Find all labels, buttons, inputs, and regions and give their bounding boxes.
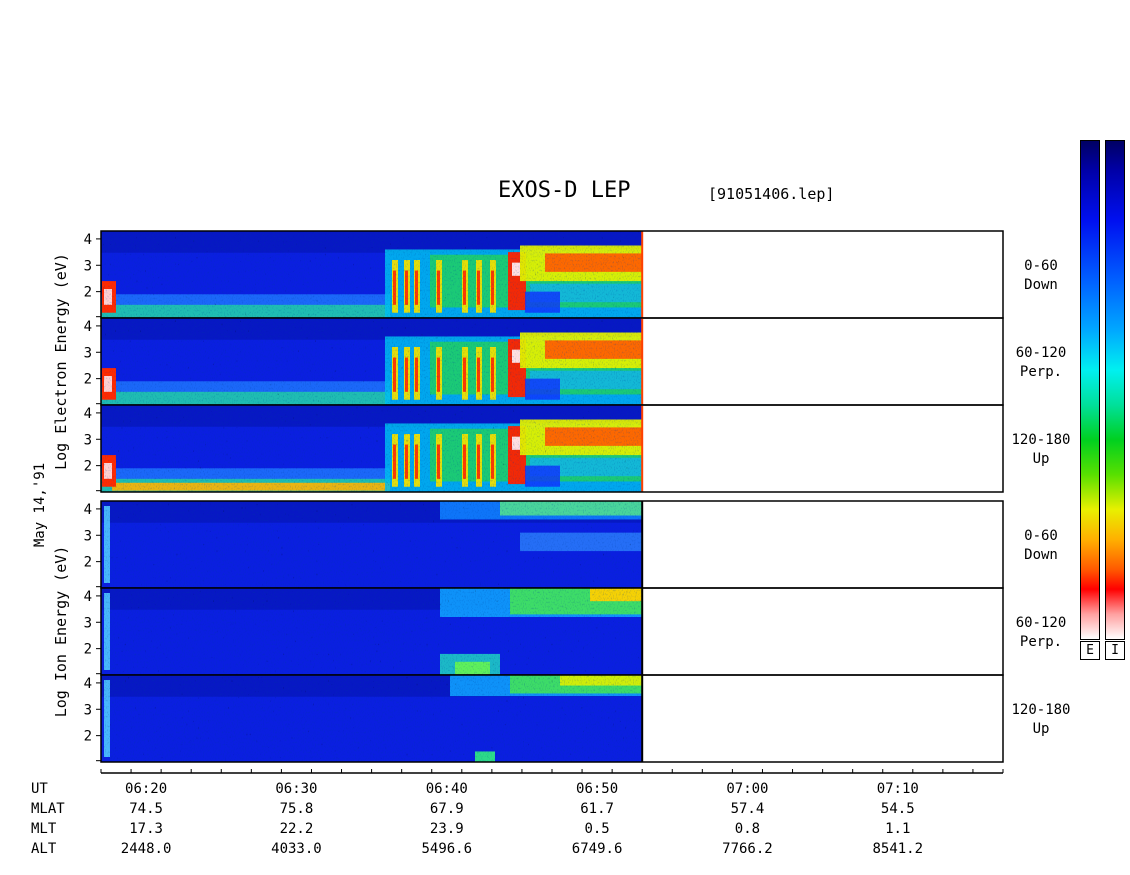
time-tick-label: 07:10 (877, 781, 919, 797)
y-tick-label: 3 (84, 258, 92, 274)
y-tick-label: 2 (84, 372, 92, 388)
ephemeris-value: 0.8 (735, 821, 760, 837)
y-tick-label: 2 (84, 729, 92, 745)
y-tick-label: 2 (84, 285, 92, 301)
spectrogram-panel (100, 317, 1004, 406)
pitch-angle-direction: Down (1024, 277, 1058, 293)
ephemeris-value: 74.5 (129, 801, 163, 817)
spectrogram-panel (100, 500, 1004, 589)
ephemeris-value: 57.4 (731, 801, 765, 817)
ephemeris-value: 6749.6 (572, 841, 623, 857)
y-tick-label: 4 (84, 589, 92, 605)
ion-colorbar (1105, 140, 1125, 640)
panel-frame (100, 674, 1004, 763)
date-label: May 14,'91 (32, 463, 48, 547)
time-tick-label: 07:00 (726, 781, 768, 797)
ephemeris-value: 54.5 (881, 801, 915, 817)
file-label: [91051406.lep] (708, 185, 835, 203)
pitch-angle-direction: Perp. (1020, 634, 1062, 650)
spectrogram-panel (100, 230, 1004, 319)
ephemeris-row-label: UT (31, 781, 48, 797)
ephemeris-value: 4033.0 (271, 841, 322, 857)
pitch-angle-direction: Up (1033, 451, 1050, 467)
y-tick-label: 4 (84, 319, 92, 335)
group-y-label: Log Ion Energy (eV) (52, 546, 70, 718)
ephemeris-row-label: MLT (31, 821, 57, 837)
y-tick-label: 2 (84, 459, 92, 475)
pitch-angle-direction: Perp. (1020, 364, 1062, 380)
y-tick-label: 2 (84, 642, 92, 658)
pitch-angle-direction: Down (1024, 547, 1058, 563)
pitch-angle-range: 120-180 (1011, 432, 1070, 448)
ephemeris-value: 0.5 (584, 821, 609, 837)
pitch-angle-range: 0-60 (1024, 258, 1058, 274)
time-tick-label: 06:50 (576, 781, 618, 797)
ephemeris-value: 17.3 (129, 821, 163, 837)
ephemeris-value: 5496.6 (421, 841, 472, 857)
group-y-label: Log Electron Energy (eV) (52, 253, 70, 470)
y-tick-label: 4 (84, 502, 92, 518)
pitch-angle-direction: Up (1033, 721, 1050, 737)
ephemeris-value: 8541.2 (872, 841, 923, 857)
ephemeris-row-label: MLAT (31, 801, 65, 817)
electron-colorbar-label: E (1080, 641, 1100, 660)
ephemeris-value: 1.1 (885, 821, 910, 837)
panel-frame (100, 404, 1004, 493)
spectrogram-panel (100, 674, 1004, 763)
y-tick-label: 4 (84, 406, 92, 422)
ion-colorbar-label: I (1105, 641, 1125, 660)
y-tick-label: 3 (84, 615, 92, 631)
ephemeris-value: 2448.0 (121, 841, 172, 857)
ephemeris-value: 7766.2 (722, 841, 773, 857)
ephemeris-value: 67.9 (430, 801, 464, 817)
time-tick-label: 06:30 (275, 781, 317, 797)
y-tick-label: 3 (84, 432, 92, 448)
pitch-angle-range: 60-120 (1016, 345, 1067, 361)
ephemeris-value: 22.2 (280, 821, 314, 837)
spectrogram-panel (100, 404, 1004, 493)
spectrogram-panel (100, 587, 1004, 676)
ephemeris-value: 61.7 (580, 801, 614, 817)
y-tick-label: 4 (84, 676, 92, 692)
ephemeris-value: 23.9 (430, 821, 464, 837)
y-tick-label: 3 (84, 702, 92, 718)
chart-title: EXOS-D LEP (498, 178, 631, 203)
electron-colorbar (1080, 140, 1100, 640)
y-tick-label: 3 (84, 345, 92, 361)
ephemeris-value: 75.8 (280, 801, 314, 817)
y-tick-label: 3 (84, 528, 92, 544)
y-tick-label: 2 (84, 555, 92, 571)
pitch-angle-range: 120-180 (1011, 702, 1070, 718)
y-tick-label: 4 (84, 232, 92, 248)
time-tick-label: 06:20 (125, 781, 167, 797)
pitch-angle-range: 0-60 (1024, 528, 1058, 544)
time-tick-label: 06:40 (426, 781, 468, 797)
pitch-angle-range: 60-120 (1016, 615, 1067, 631)
ephemeris-row-label: ALT (31, 841, 57, 857)
